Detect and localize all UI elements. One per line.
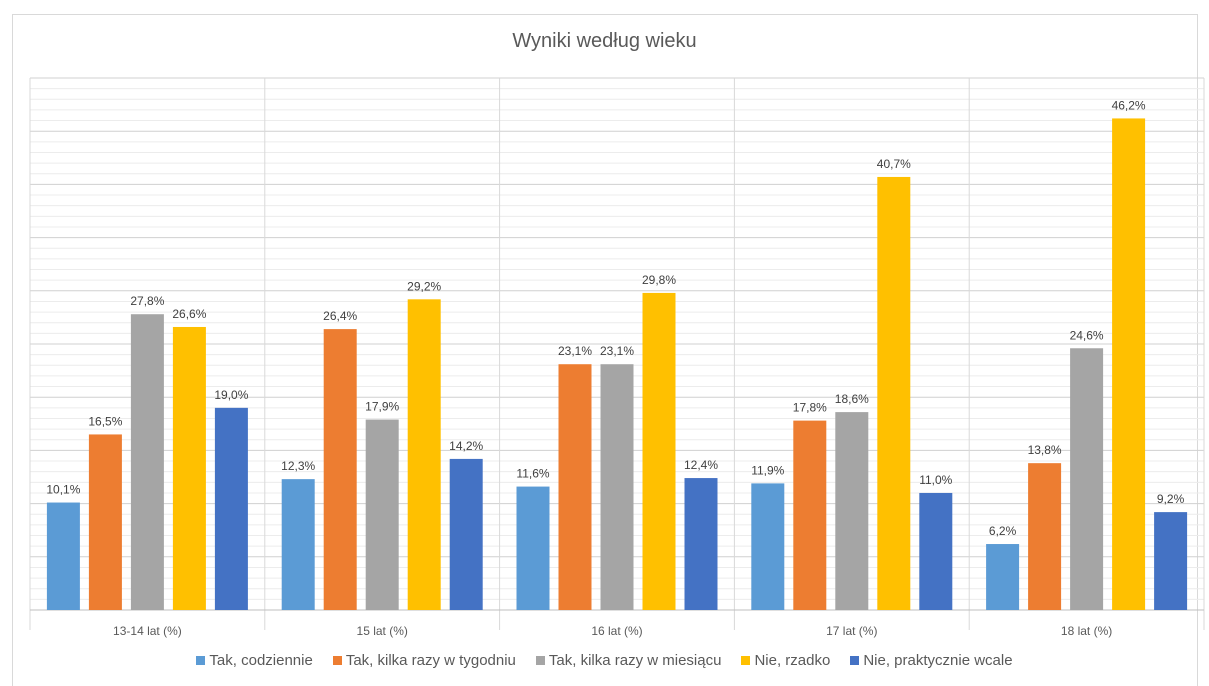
bar: [1070, 348, 1104, 610]
data-label: 23,1%: [600, 344, 634, 358]
data-label: 26,6%: [172, 307, 206, 321]
bar: [214, 407, 248, 610]
chart-title: Wyniki według wieku: [512, 30, 697, 52]
legend-label: Tak, kilka razy w miesiącu: [548, 652, 722, 669]
legend-label: Tak, codziennie: [209, 652, 313, 669]
bar: [684, 478, 718, 610]
bar: [642, 292, 676, 610]
x-tick-label: 13-14 lat (%): [113, 624, 182, 638]
bar: [835, 412, 869, 610]
data-label: 14,2%: [449, 439, 483, 453]
data-label: 12,4%: [684, 458, 718, 472]
bar: [516, 486, 550, 610]
legend-item: Nie, praktycznie wcale: [850, 652, 1013, 669]
x-tick-label: 16 lat (%): [591, 624, 642, 638]
legend-swatch: [850, 656, 860, 665]
data-label: 24,6%: [1070, 328, 1104, 342]
legend-label: Tak, kilka razy w tygodniu: [345, 652, 516, 669]
data-label: 17,9%: [365, 400, 399, 414]
bar: [986, 544, 1020, 610]
bar: [558, 364, 592, 610]
bar: [877, 176, 911, 610]
legend-item: Tak, kilka razy w tygodniu: [332, 652, 516, 669]
bar: [793, 420, 827, 610]
data-label: 18,6%: [835, 392, 869, 406]
bar: [600, 364, 634, 610]
data-label: 6,2%: [989, 524, 1017, 538]
legend-swatch: [332, 656, 342, 665]
data-label: 11,6%: [516, 467, 549, 481]
legend-label: Nie, rzadko: [754, 652, 831, 669]
legend-item: Tak, kilka razy w miesiącu: [535, 652, 722, 669]
bar-chart-plot: 10,1% 16,5% 27,8% 26,6% 19,0% 13-14 lat (%) 12…: [29, 77, 1205, 638]
bar: [1112, 118, 1146, 610]
bar: [1154, 512, 1188, 610]
legend-label: Nie, praktycznie wcale: [863, 652, 1013, 669]
x-tick-label: 18 lat (%): [1061, 624, 1112, 638]
bar: [1028, 463, 1062, 610]
data-label: 10,1%: [46, 483, 80, 497]
data-label: 11,9%: [751, 463, 784, 477]
data-label: 29,8%: [642, 273, 676, 287]
bar: [919, 492, 953, 610]
data-label: 46,2%: [1112, 98, 1146, 112]
bar: [407, 299, 441, 610]
legend-swatch: [535, 656, 545, 665]
bar: [130, 314, 164, 610]
bar: [46, 502, 80, 610]
bar: [751, 483, 785, 610]
data-label: 17,8%: [793, 401, 827, 415]
data-label: 40,7%: [877, 157, 911, 171]
data-label: 26,4%: [323, 309, 357, 323]
data-label: 11,0%: [919, 473, 952, 487]
data-label: 27,8%: [130, 294, 164, 308]
bar: [281, 479, 315, 610]
bar: [172, 326, 206, 610]
legend-item: Nie, rzadko: [741, 652, 830, 669]
data-label: 9,2%: [1157, 492, 1185, 506]
legend-swatch: [196, 656, 206, 665]
data-label: 13,8%: [1028, 443, 1062, 457]
chart-legend: Tak, codziennie Tak, kilka razy w tygodni…: [0, 652, 1209, 669]
bar: [88, 434, 122, 610]
data-label: 19,0%: [214, 388, 248, 402]
x-tick-label: 17 lat (%): [826, 624, 877, 638]
data-label: 12,3%: [281, 459, 315, 473]
x-tick-label: 15 lat (%): [357, 624, 408, 638]
bar: [449, 458, 483, 610]
bar: [365, 419, 399, 610]
data-label: 23,1%: [558, 344, 592, 358]
legend-item: Tak, codziennie: [196, 652, 313, 669]
data-label: 29,2%: [407, 279, 441, 293]
legend-swatch: [741, 656, 751, 665]
bar: [323, 329, 357, 610]
data-label: 16,5%: [88, 414, 122, 428]
